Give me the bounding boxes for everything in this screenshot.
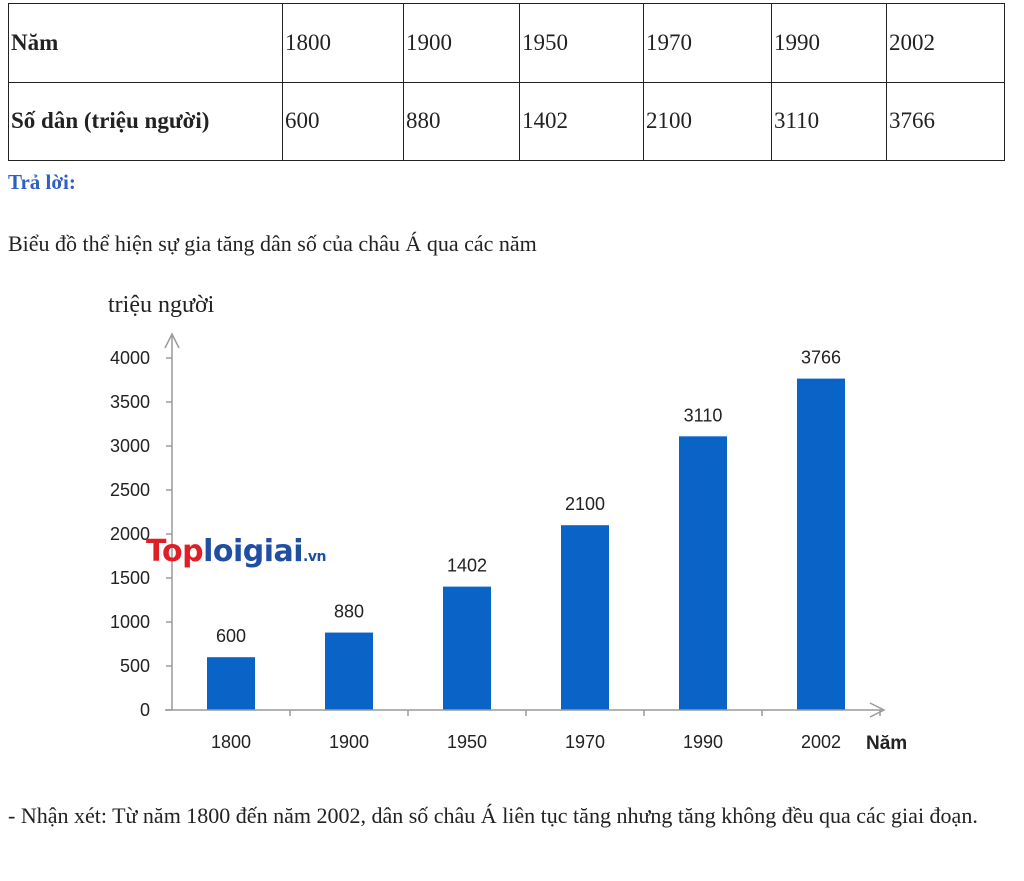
y-axis-label: triệu người (108, 292, 215, 318)
bar-1970 (561, 525, 609, 710)
x-tick-label: 1990 (683, 732, 723, 752)
remark-text: - Nhận xét: Từ năm 1800 đến năm 2002, dâ… (8, 803, 978, 828)
y-axis-ticks: 0 500 1000 1500 2000 2500 3000 3500 4000 (110, 348, 172, 720)
table-header-population: Số dân (triệu người) (8, 81, 283, 161)
x-tick-label: 1800 (211, 732, 251, 752)
x-tick-label: 1970 (565, 732, 605, 752)
data-label: 2100 (565, 494, 605, 514)
table-cell-population: 600 (282, 81, 404, 161)
data-label: 3766 (801, 348, 841, 368)
table-row-years: Năm 1800 1900 1950 1970 1990 2002 (8, 3, 1005, 83)
x-axis-ticks: 1800 1900 1950 1970 1990 2002 (211, 710, 881, 752)
table-cell-population: 3766 (886, 81, 1005, 161)
x-tick-label: 2002 (801, 732, 841, 752)
population-table: Năm 1800 1900 1950 1970 1990 2002 Số dân… (8, 3, 1005, 161)
table-row-population: Số dân (triệu người) 600 880 1402 2100 3… (8, 81, 1005, 161)
y-tick-label: 1500 (110, 568, 150, 588)
table-cell-population: 880 (403, 81, 520, 161)
population-bar-chart: triệu người 0 500 1000 1500 2000 2500 3000 3500… (108, 292, 907, 754)
table-cell-population: 1402 (519, 81, 644, 161)
table-cell-year: 1950 (519, 3, 644, 83)
data-label: 3110 (684, 405, 723, 425)
y-tick-label: 3500 (110, 392, 150, 412)
table-cell-year: 2002 (886, 3, 1005, 83)
x-tick-label: 1900 (329, 732, 369, 752)
data-label: 600 (216, 626, 246, 646)
y-tick-label: 4000 (110, 348, 150, 368)
bar-2002 (797, 378, 845, 710)
chart-caption: Biểu đồ thể hiện sự gia tăng dân số của … (8, 231, 537, 256)
table-cell-year: 1970 (643, 3, 772, 83)
y-tick-label: 2500 (110, 480, 150, 500)
x-axis-arrow (869, 702, 886, 718)
table-cell-population: 2100 (643, 81, 772, 161)
toploigiai-watermark: Toploigiai.vn (146, 534, 326, 569)
data-label: 1402 (447, 556, 487, 576)
y-tick-label: 3000 (110, 436, 150, 456)
table-header-year: Năm (8, 3, 283, 83)
table-cell-year: 1900 (403, 3, 520, 83)
table-cell-population: 3110 (771, 81, 887, 161)
bar-1900 (325, 632, 373, 710)
y-tick-label: 500 (120, 656, 150, 676)
data-label: 880 (334, 602, 364, 622)
table-cell-year: 1800 (282, 3, 404, 83)
table-cell-year: 1990 (771, 3, 887, 83)
x-axis-label: Năm (866, 733, 907, 754)
y-tick-label: 2000 (110, 524, 150, 544)
x-tick-label: 1950 (447, 732, 487, 752)
bar-1800 (207, 657, 255, 710)
bar-1990 (679, 436, 727, 710)
y-tick-label: 1000 (110, 612, 150, 632)
bar-1950 (443, 586, 491, 710)
y-tick-label: 0 (140, 700, 150, 720)
answer-label: Trả lời: (8, 170, 76, 194)
y-axis-arrow (164, 332, 180, 349)
bar-series: 600 880 1402 2100 3110 3766 (207, 348, 845, 710)
